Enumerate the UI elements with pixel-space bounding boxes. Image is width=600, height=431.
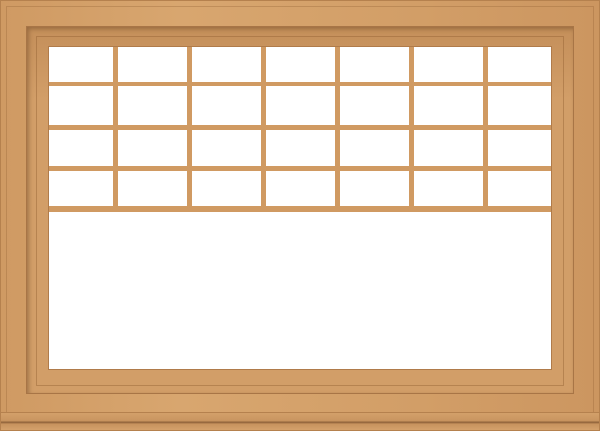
grille-pane [192, 47, 261, 82]
grille-pane [266, 47, 335, 82]
grille-pane [49, 130, 113, 166]
grille-pane [340, 47, 409, 82]
grille-pane [266, 171, 335, 206]
grille-pane [49, 171, 113, 206]
lower-glass-pane [49, 212, 551, 369]
grille-pane [266, 130, 335, 166]
grille-pane [340, 171, 409, 206]
grille-pane [49, 47, 113, 82]
window-sill [0, 412, 600, 431]
grille-pane [192, 130, 261, 166]
grille-pane [414, 47, 483, 82]
grille-pane [414, 86, 483, 125]
grille-pane [488, 171, 551, 206]
grille-pane [340, 130, 409, 166]
grille-pane [340, 86, 409, 125]
grille-pane [118, 171, 187, 206]
sash-bevel [36, 36, 564, 386]
grille-pane [118, 47, 187, 82]
grille-pane [192, 86, 261, 125]
grille-pane [488, 130, 551, 166]
grille-pane [414, 130, 483, 166]
grille-pane [192, 171, 261, 206]
grille-pane [118, 86, 187, 125]
grille-pane [266, 86, 335, 125]
grille-pane [118, 130, 187, 166]
grille-pane [488, 86, 551, 125]
grille-pane [49, 86, 113, 125]
grille-pane [414, 171, 483, 206]
grille-pane [488, 47, 551, 82]
